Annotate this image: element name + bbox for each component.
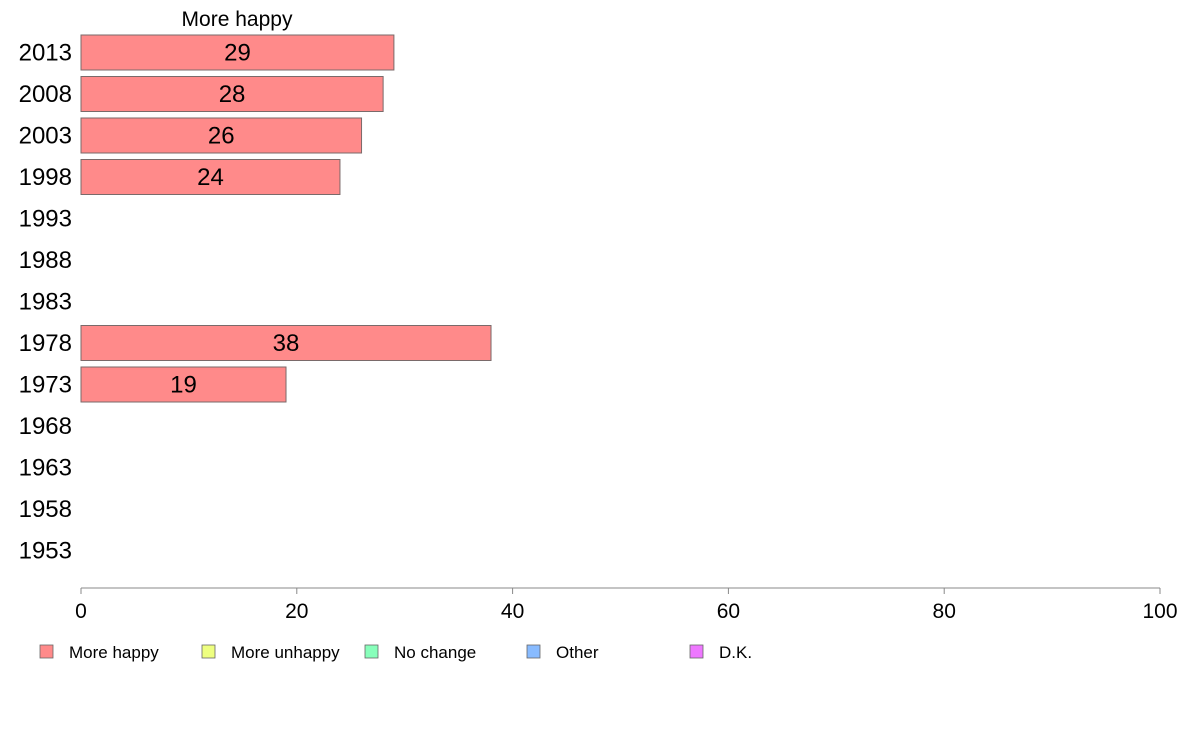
chart-title: More happy — [182, 8, 293, 31]
category-label: 1968 — [19, 413, 72, 440]
category-label: 1953 — [19, 538, 72, 565]
legend-swatch — [364, 644, 379, 659]
x-tick-label: 0 — [75, 600, 87, 623]
legend-label: More unhappy — [231, 643, 340, 662]
bar — [80, 34, 395, 71]
category-labels: 2013 2008 2003 1998 1993 1988 1983 1978 1973 1968… — [19, 40, 72, 565]
category-label: 1993 — [19, 206, 72, 233]
category-label: 1973 — [19, 372, 72, 399]
x-tick-label: 40 — [501, 600, 524, 623]
legend: More happy More unhappy No change Other D.K. — [39, 643, 752, 662]
category-label: 1983 — [19, 289, 72, 316]
bar-value-label: 28 — [219, 81, 246, 108]
category-label: 2003 — [19, 123, 72, 150]
x-tick-label: 60 — [717, 600, 740, 623]
category-label: 2013 — [19, 40, 72, 67]
legend-label: More happy — [69, 643, 159, 662]
x-axis: 0 20 40 60 80 100 — [75, 587, 1178, 623]
category-label: 1978 — [19, 330, 72, 357]
bar — [80, 76, 384, 112]
bar-value-label: 26 — [208, 123, 235, 150]
x-tick-label: 20 — [285, 600, 308, 623]
legend-label: D.K. — [719, 643, 752, 662]
legend-swatch — [526, 644, 541, 659]
category-label: 1963 — [19, 455, 72, 482]
category-label: 2008 — [19, 81, 72, 108]
category-label: 1988 — [19, 247, 72, 274]
x-tick-label: 100 — [1142, 600, 1177, 623]
category-label: 1958 — [19, 496, 72, 523]
category-label: 1998 — [19, 164, 72, 191]
legend-swatch — [689, 644, 704, 659]
legend-swatch — [39, 644, 54, 659]
bar — [80, 325, 492, 361]
bar — [80, 159, 341, 195]
bar-value-label: 24 — [197, 164, 224, 191]
bar — [80, 366, 287, 403]
bar-value-label: 38 — [273, 330, 300, 357]
bar — [80, 117, 363, 154]
legend-swatch — [201, 644, 216, 659]
legend-label: No change — [394, 643, 476, 662]
bar-value-label: 29 — [224, 40, 251, 67]
bar-value-label: 19 — [170, 372, 197, 399]
x-tick-label: 80 — [933, 600, 956, 623]
bars-layer: 29 28 26 24 38 19 — [80, 34, 492, 403]
legend-label: Other — [556, 643, 599, 662]
